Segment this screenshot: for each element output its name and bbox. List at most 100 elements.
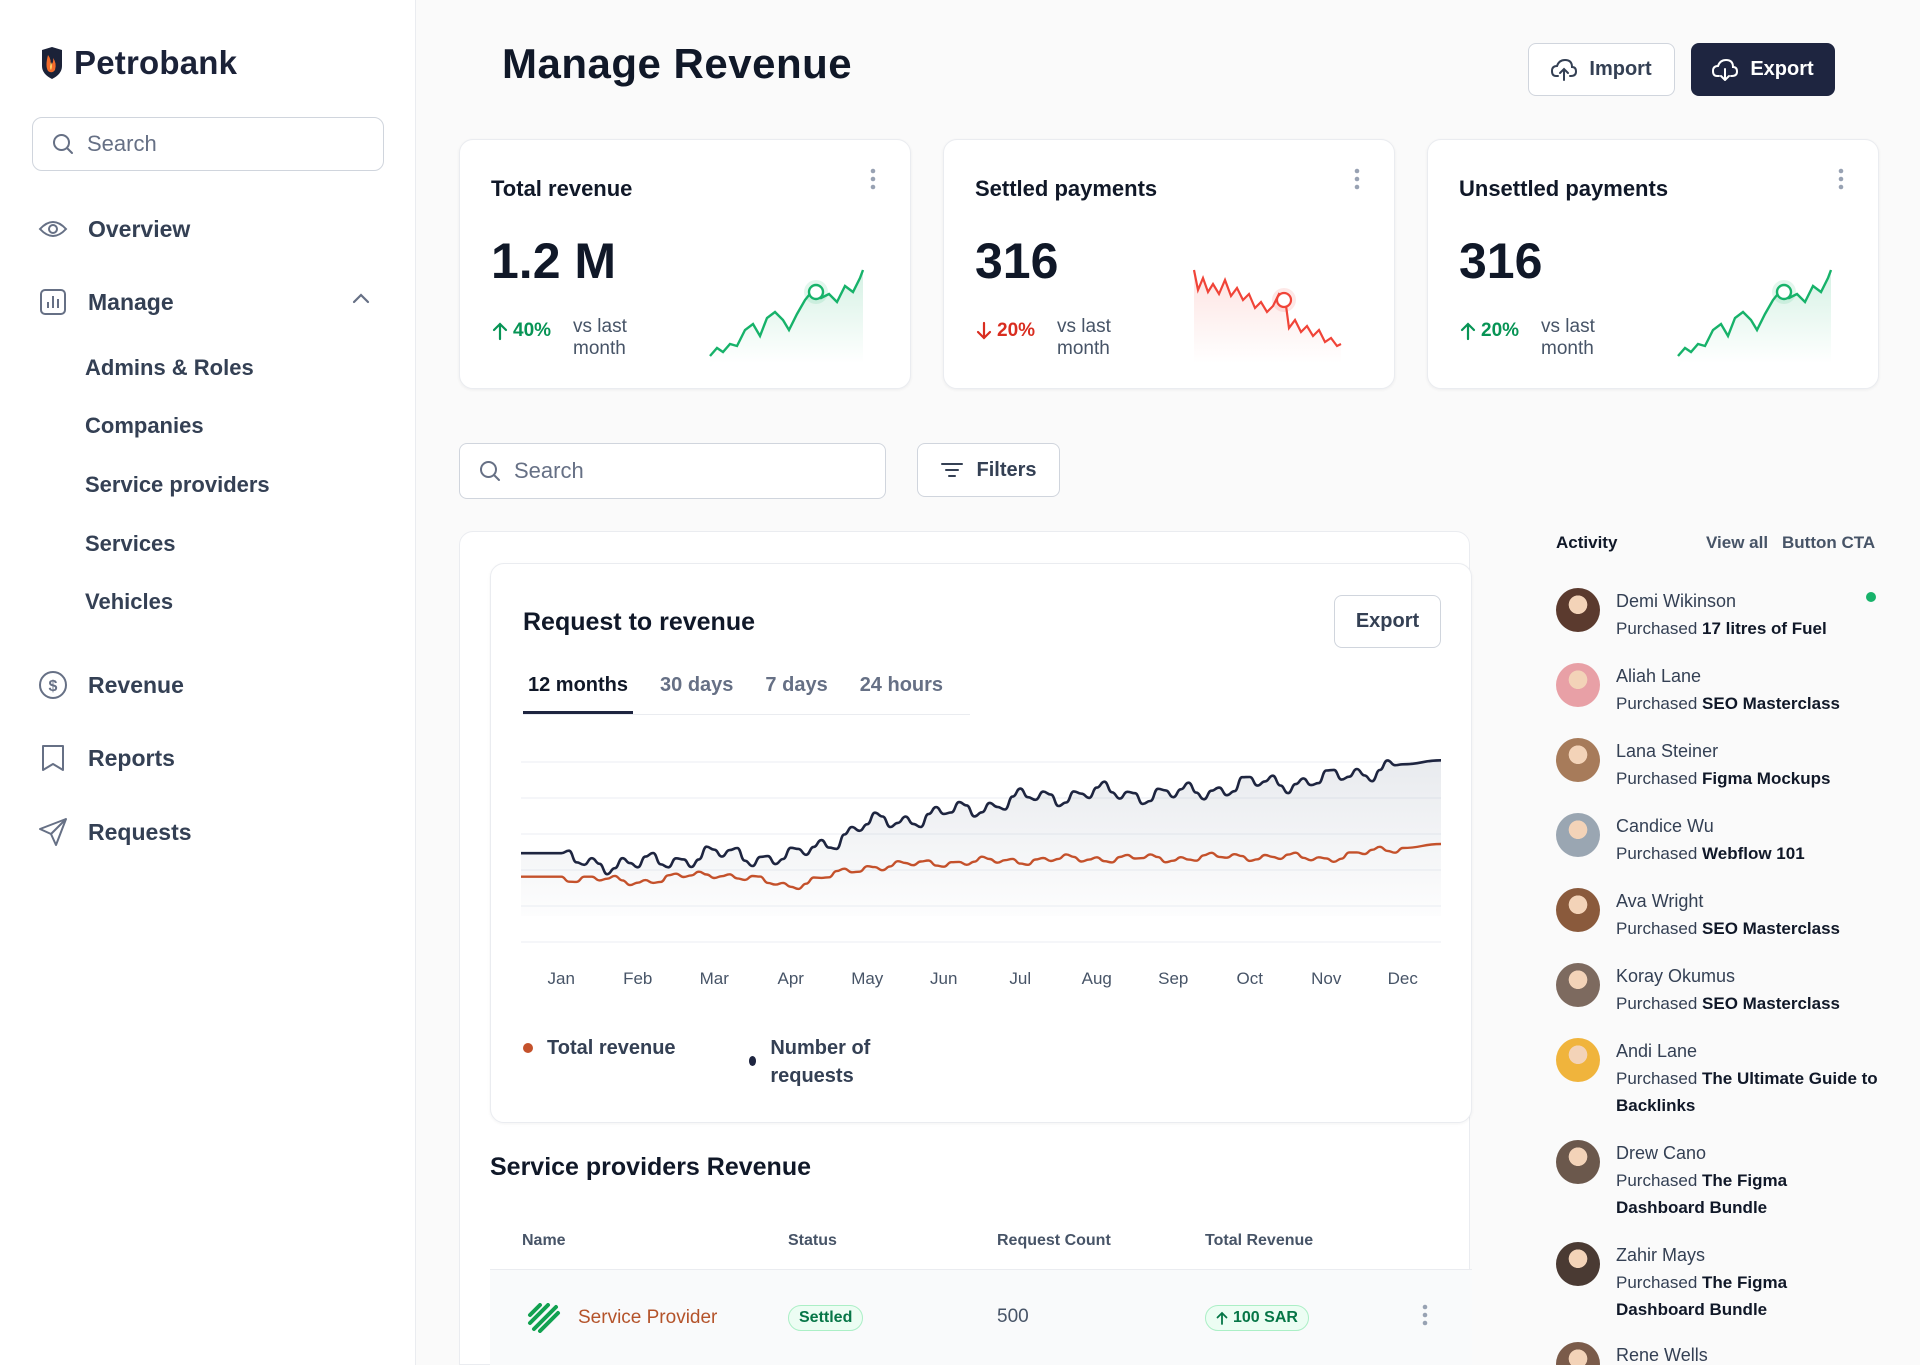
activity-item[interactable]: Zahir Mays Purchased The Figma Dashboard … [1556, 1242, 1878, 1323]
activity-text: Lana Steiner Purchased Figma Mockups [1616, 738, 1878, 792]
avatar [1556, 813, 1600, 857]
avatar [1556, 1342, 1600, 1365]
logo[interactable]: Petrobank [38, 44, 237, 82]
tab-12-months[interactable]: 12 months [523, 674, 634, 714]
activity-user-name: Lana Steiner [1616, 741, 1719, 761]
sidebar-search-input[interactable]: Search [32, 117, 384, 171]
sidebar-item-requests[interactable]: Requests [38, 817, 192, 847]
arrow-down-icon [976, 321, 992, 340]
search-icon [480, 461, 500, 481]
x-tick-label: Jan [548, 969, 575, 988]
chart-export-button[interactable]: Export [1334, 595, 1441, 648]
provider-name: Service Provider [578, 1307, 718, 1328]
button-cta-link[interactable]: Button CTA [1782, 533, 1876, 552]
stat-change-value: 20% [1481, 320, 1520, 341]
sidebar-item-label: Reports [88, 744, 175, 771]
provider-cell[interactable]: Service Provider [526, 1303, 717, 1333]
filters-button[interactable]: Filters [917, 443, 1060, 497]
stat-card-total-revenue: Total revenue 1.2 M 40% vs last month [459, 139, 911, 389]
column-header-name[interactable]: Name [522, 1232, 566, 1249]
arrow-up-icon [1460, 322, 1476, 341]
activity-title: Activity [1556, 533, 1618, 552]
activity-item[interactable]: Koray Okumus Purchased SEO Masterclass [1556, 963, 1878, 1017]
stat-vs-label: vs last month [573, 316, 627, 359]
tab-7-days[interactable]: 7 days [765, 674, 828, 696]
chart-card: Request to revenue Export 12 months 30 d… [490, 563, 1472, 1123]
export-button[interactable]: Export [1691, 43, 1835, 96]
stat-vs-label: vs last month [1541, 316, 1595, 359]
activity-user-name: Koray Okumus [1616, 966, 1736, 986]
activity-item[interactable]: Lana Steiner Purchased Figma Mockups [1556, 738, 1878, 792]
activity-item[interactable]: Drew Cano Purchased The Figma Dashboard B… [1556, 1140, 1878, 1221]
activity-item-name: SEO Masterclass [1702, 919, 1840, 938]
svg-text:$: $ [49, 678, 58, 695]
activity-item[interactable]: Demi Wikinson Purchased 17 litres of Fuel [1556, 588, 1878, 642]
main-search-input[interactable]: Search [459, 443, 886, 499]
x-tick-label: Sep [1158, 969, 1188, 988]
stat-change-value: 20% [997, 320, 1036, 341]
chart-title: Request to revenue [523, 608, 756, 636]
arrow-up-icon [1216, 1311, 1228, 1325]
activity-description: Purchased 17 litres of Fuel [1616, 615, 1878, 642]
x-tick-label: May [851, 969, 884, 988]
column-header-total-revenue[interactable]: Total Revenue [1205, 1232, 1314, 1249]
sidebar-item-label: Manage [88, 288, 174, 315]
table-row[interactable]: Service Provider Settled 500 100 SAR [490, 1270, 1472, 1365]
activity-text: Demi Wikinson Purchased 17 litres of Fuel [1616, 588, 1878, 642]
more-vertical-icon[interactable] [1838, 168, 1844, 190]
activity-description: Purchased SEO Masterclass [1616, 915, 1878, 942]
x-tick-label: Apr [778, 969, 805, 988]
app-name: Petrobank [74, 44, 238, 81]
column-header-status[interactable]: Status [788, 1232, 837, 1249]
activity-item-name: SEO Masterclass [1702, 694, 1840, 713]
activity-text: Candice Wu Purchased Webflow 101 [1616, 813, 1878, 867]
page-title: Manage Revenue [502, 40, 853, 87]
more-vertical-icon[interactable] [870, 168, 876, 190]
activity-item[interactable]: Aliah Lane Purchased SEO Masterclass [1556, 663, 1878, 717]
sidebar-subitem-service-providers[interactable]: Service providers [85, 472, 270, 497]
activity-item[interactable]: Candice Wu Purchased Webflow 101 [1556, 813, 1878, 867]
eye-icon [38, 214, 68, 244]
activity-user-name: Aliah Lane [1616, 666, 1702, 686]
sidebar-subitem-services[interactable]: Services [85, 531, 176, 556]
sidebar-item-manage[interactable]: Manage [38, 287, 174, 317]
activity-user-name: Ava Wright [1616, 891, 1704, 911]
activity-description: Purchased SEO Masterclass [1616, 690, 1878, 717]
chevron-up-icon[interactable] [352, 292, 370, 304]
dollar-circle-icon: $ [38, 670, 68, 700]
sidebar-subitem-companies[interactable]: Companies [85, 413, 204, 438]
sparkline-down [1192, 269, 1342, 363]
stat-change: 20% [975, 320, 1035, 342]
activity-item[interactable]: Andi Lane Purchased The Ultimate Guide to… [1556, 1038, 1878, 1119]
activity-item[interactable]: Ava Wright Purchased SEO Masterclass [1556, 888, 1878, 942]
sidebar-item-overview[interactable]: Overview [38, 214, 190, 244]
view-all-link[interactable]: View all [1706, 533, 1769, 552]
x-tick-label: Jul [1009, 969, 1031, 988]
stat-value: 316 [975, 233, 1059, 289]
sidebar-subitem-admins-roles[interactable]: Admins & Roles [85, 355, 254, 380]
avatar [1556, 738, 1600, 782]
activity-item-name: The Figma Dashboard Bundle [1616, 1273, 1788, 1319]
tab-30-days[interactable]: 30 days [660, 674, 734, 696]
legend-label: Number of requests [770, 1037, 871, 1087]
filter-lines-icon [941, 463, 964, 477]
activity-item[interactable]: Rene Wells [1556, 1342, 1878, 1365]
time-range-tabs: 12 months 30 days 7 days 24 hours [523, 674, 971, 715]
legend-total-revenue: Total revenue [523, 1034, 676, 1062]
activity-action: Purchased [1616, 994, 1698, 1013]
more-vertical-icon[interactable] [1354, 168, 1360, 190]
activity-item-name: SEO Masterclass [1702, 994, 1840, 1013]
legend-number-of-requests: Number of requests [749, 1034, 909, 1090]
column-header-request-count[interactable]: Request Count [997, 1232, 1111, 1249]
import-button[interactable]: Import [1528, 43, 1675, 96]
sidebar-item-label: Overview [88, 215, 191, 242]
x-tick-label: Aug [1082, 969, 1112, 988]
tab-24-hours[interactable]: 24 hours [859, 674, 944, 696]
more-vertical-icon[interactable] [1422, 1304, 1428, 1326]
activity-item-name: 17 litres of Fuel [1702, 619, 1827, 638]
activity-description: Purchased The Ultimate Guide to Backlink… [1616, 1065, 1878, 1119]
sidebar-item-reports[interactable]: Reports [38, 743, 175, 773]
sidebar-subitem-vehicles[interactable]: Vehicles [85, 589, 174, 614]
activity-text: Ava Wright Purchased SEO Masterclass [1616, 888, 1878, 942]
sidebar-item-revenue[interactable]: $ Revenue [38, 670, 184, 700]
